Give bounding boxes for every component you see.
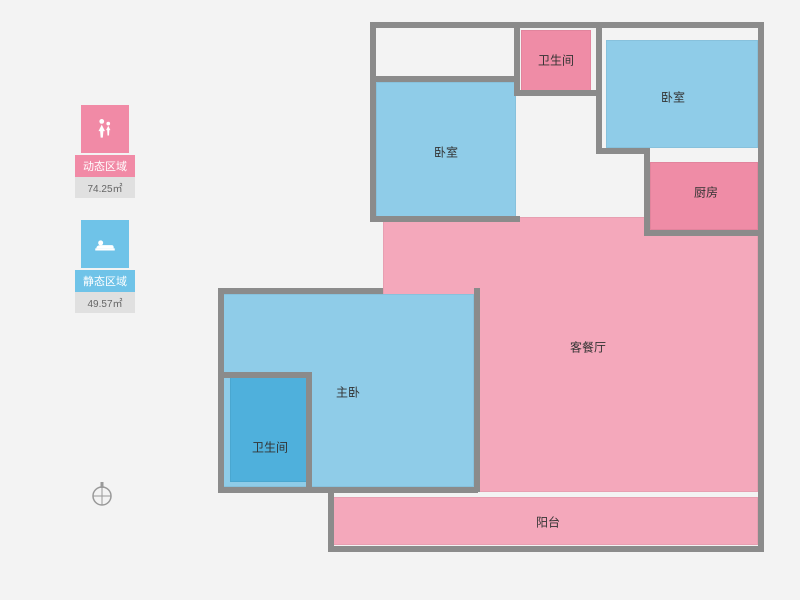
wall-2 (328, 546, 764, 552)
wall-8 (370, 76, 520, 82)
wall-12 (596, 148, 646, 154)
wall-10 (514, 90, 600, 96)
wall-14 (644, 230, 762, 236)
wall-19 (224, 372, 312, 378)
wall-18 (306, 372, 312, 490)
legend-static-value: 49.57㎡ (75, 292, 135, 313)
wall-3 (328, 492, 334, 552)
floorplan: 客餐厅厨房阳台卫生间卧室卧室主卧卫生间 (218, 22, 763, 577)
compass-icon (88, 480, 116, 508)
wall-6 (218, 487, 478, 493)
people-icon (81, 105, 129, 153)
wall-4 (218, 288, 224, 492)
room-bath_m (230, 377, 310, 482)
legend: 动态区域 74.25㎡ 静态区域 49.57㎡ (75, 105, 135, 335)
wall-9 (514, 22, 520, 94)
wall-5 (218, 288, 383, 294)
room-label-balcony: 阳台 (536, 514, 560, 531)
room-label-bed_tl: 卧室 (434, 144, 458, 161)
room-label-bath_top: 卫生间 (538, 52, 574, 69)
wall-11 (596, 22, 602, 152)
legend-dynamic-label: 动态区域 (75, 155, 135, 177)
legend-static-label: 静态区域 (75, 270, 135, 292)
room-label-living: 客餐厅 (570, 339, 606, 356)
wall-7 (370, 22, 376, 222)
wall-17 (474, 288, 480, 318)
wall-15 (370, 216, 520, 222)
wall-0 (370, 22, 763, 28)
room-label-bath_m: 卫生间 (252, 439, 288, 456)
wall-13 (644, 148, 650, 234)
legend-item-static: 静态区域 49.57㎡ (75, 220, 135, 313)
room-label-kitchen: 厨房 (694, 184, 718, 201)
wall-1 (758, 22, 764, 552)
legend-dynamic-value: 74.25㎡ (75, 177, 135, 198)
room-label-master: 主卧 (336, 384, 360, 401)
wall-16 (474, 288, 480, 492)
sleep-icon (81, 220, 129, 268)
legend-item-dynamic: 动态区域 74.25㎡ (75, 105, 135, 198)
room-label-bed_tr: 卧室 (661, 89, 685, 106)
